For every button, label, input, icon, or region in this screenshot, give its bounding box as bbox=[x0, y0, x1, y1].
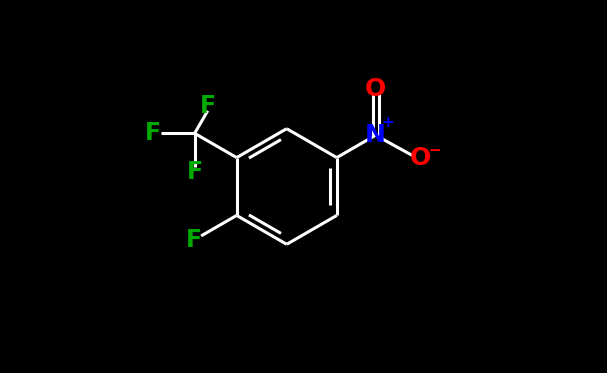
Text: F: F bbox=[186, 228, 202, 252]
Text: F: F bbox=[200, 94, 215, 118]
Text: F: F bbox=[186, 160, 203, 184]
Text: F: F bbox=[145, 121, 161, 145]
Text: N: N bbox=[365, 123, 386, 147]
Text: O: O bbox=[365, 76, 386, 101]
Text: −: − bbox=[428, 143, 441, 159]
Text: O: O bbox=[410, 145, 431, 170]
Text: +: + bbox=[381, 115, 394, 131]
